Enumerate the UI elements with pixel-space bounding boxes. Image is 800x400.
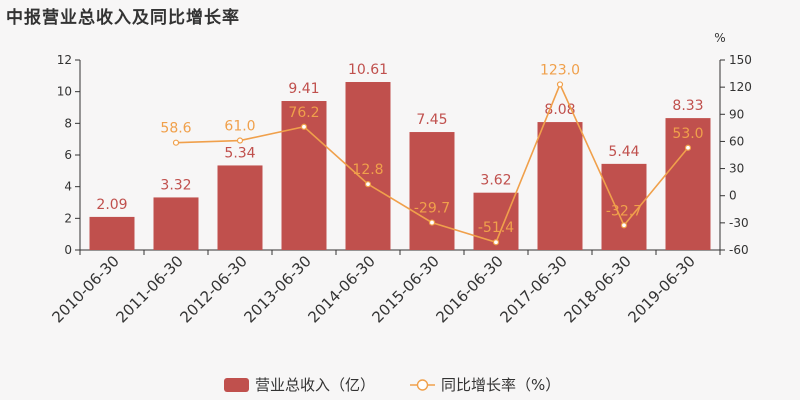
growth-value-label: 76.2	[288, 105, 319, 121]
y-tick-label-right: -30	[729, 216, 749, 230]
growth-point	[620, 222, 628, 229]
legend-bar-swatch	[224, 378, 249, 392]
x-tick-label: 2010-06-30	[48, 252, 122, 326]
bar	[153, 197, 199, 250]
bar-value-label: 7.45	[416, 112, 447, 128]
bar-value-label: 2.09	[96, 197, 127, 213]
y-tick-label-left: 12	[57, 53, 72, 67]
bar	[281, 101, 327, 250]
legend-line-marker	[416, 379, 429, 391]
x-tick-label: 2014-06-30	[304, 252, 378, 326]
y-tick-label-left: 2	[64, 211, 72, 225]
growth-value-label: 123.0	[540, 62, 580, 78]
bar-value-label: 9.41	[288, 81, 319, 97]
y2-unit-label: %	[714, 31, 725, 45]
x-tick-label: 2016-06-30	[432, 252, 506, 326]
growth-value-label: 12.8	[352, 162, 383, 178]
bar	[217, 165, 263, 250]
bar-value-label: 10.61	[348, 62, 388, 78]
growth-point	[684, 144, 692, 151]
legend-bar-label: 营业总收入（亿）	[255, 376, 375, 394]
bar	[537, 122, 583, 250]
growth-value-label: -51.4	[478, 220, 514, 236]
bar	[89, 216, 135, 250]
growth-value-label: 58.6	[160, 121, 191, 137]
y-tick-label-right: 90	[729, 107, 744, 121]
chart-title: 中报营业总收入及同比增长率	[6, 8, 240, 28]
y-tick-label-left: 10	[57, 85, 72, 99]
growth-point	[428, 219, 436, 226]
bar-value-label: 8.33	[672, 98, 703, 114]
bar-value-label: 3.32	[160, 177, 191, 193]
growth-point	[300, 123, 308, 130]
y-tick-label-left: 0	[64, 243, 72, 257]
x-tick-label: 2013-06-30	[240, 252, 314, 326]
growth-value-label: -32.7	[606, 203, 642, 219]
growth-point	[172, 139, 180, 146]
x-tick-label: 2018-06-30	[560, 252, 634, 326]
y-tick-label-right: 150	[729, 53, 752, 67]
legend-line-label: 同比增长率（%）	[441, 376, 560, 394]
bar	[665, 118, 711, 250]
y-tick-label-right: 120	[729, 80, 752, 94]
growth-point	[556, 81, 564, 88]
bar-value-label: 5.44	[608, 144, 639, 160]
bar-value-label: 8.08	[544, 102, 575, 118]
x-tick-label: 2019-06-30	[624, 252, 698, 326]
growth-point	[236, 137, 244, 144]
y-tick-label-left: 4	[64, 180, 72, 194]
bar	[409, 132, 455, 250]
y-tick-label-right: 60	[729, 134, 744, 148]
growth-value-label: 53.0	[672, 126, 703, 142]
growth-point	[364, 181, 372, 188]
growth-value-label: -29.7	[414, 201, 450, 217]
y-tick-label-left: 6	[64, 148, 72, 162]
x-tick-label: 2011-06-30	[112, 252, 186, 326]
y-tick-label-left: 8	[64, 116, 72, 130]
y-tick-label-right: 30	[729, 162, 744, 176]
x-tick-label: 2017-06-30	[496, 252, 570, 326]
x-tick-label: 2012-06-30	[176, 252, 250, 326]
y-tick-label-right: -60	[729, 243, 749, 257]
bar	[345, 82, 391, 250]
y-tick-label-right: 0	[729, 189, 737, 203]
x-tick-label: 2015-06-30	[368, 252, 442, 326]
growth-point	[492, 239, 500, 246]
growth-value-label: 61.0	[224, 119, 255, 135]
bar-value-label: 5.34	[224, 145, 255, 161]
bar-value-label: 3.62	[480, 173, 511, 189]
